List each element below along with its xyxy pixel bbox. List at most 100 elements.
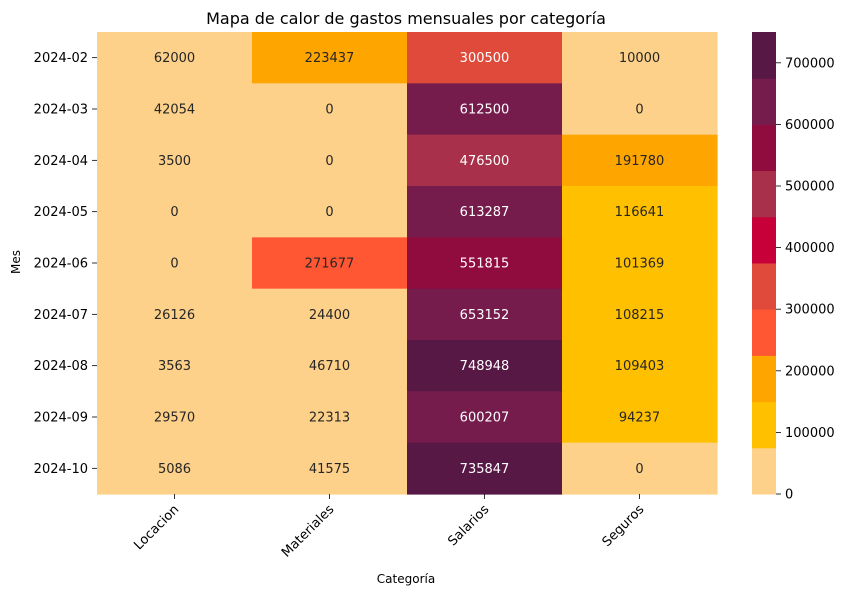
heatmap-cell — [407, 288, 563, 341]
heatmap-cell — [97, 391, 253, 444]
heatmap-cell — [97, 186, 253, 238]
cell-value-label: 613287 — [460, 205, 510, 220]
heatmap-cell — [562, 288, 718, 341]
heatmap-cell — [97, 340, 253, 392]
cell-value-label: 0 — [170, 257, 178, 272]
heatmap-cell — [97, 288, 253, 341]
colorbar-segment — [752, 263, 776, 310]
y-tick-label: 2024-10 — [34, 462, 88, 477]
colorbar-segment — [752, 216, 776, 264]
heatmap-cell — [252, 134, 408, 187]
heatmap-cell — [252, 442, 408, 495]
colorbar-segment — [752, 309, 776, 356]
x-axis-label: Categoría — [377, 572, 435, 586]
cell-value-label: 653152 — [460, 308, 510, 323]
cell-value-label: 735847 — [460, 462, 510, 477]
cell-value-label: 191780 — [615, 154, 665, 169]
colorbar-tick-label: 100000 — [785, 426, 835, 441]
cell-value-label: 476500 — [460, 154, 510, 169]
colorbar-tick-label: 300000 — [785, 303, 835, 318]
heatmap-cell — [407, 186, 563, 238]
colorbar-tick-label: 400000 — [785, 241, 835, 256]
colorbar-tick-label: 500000 — [785, 180, 835, 195]
y-tick-label: 2024-03 — [34, 103, 88, 118]
cell-value-label: 22313 — [309, 411, 350, 426]
colorbar-tick-label: 200000 — [785, 364, 835, 379]
heatmap-cell — [97, 83, 253, 136]
colorbar: 0 100000 200000 300000 400000 500000 600000 700… — [752, 32, 835, 503]
x-tick-label: Locacion — [131, 502, 182, 553]
cell-value-label: 101369 — [615, 257, 665, 272]
colorbar-segment — [752, 124, 776, 172]
y-tick-label: 2024-02 — [34, 51, 88, 66]
cell-value-label: 300500 — [460, 51, 510, 66]
heatmap-cell — [562, 442, 718, 495]
y-axis-label: Mes — [9, 250, 23, 274]
cell-value-label: 600207 — [460, 411, 510, 426]
cell-value-label: 46710 — [309, 359, 350, 374]
x-tick-label: Seguros — [600, 502, 648, 550]
y-tick-label: 2024-04 — [34, 154, 88, 169]
cell-value-label: 3500 — [158, 154, 191, 169]
cell-value-label: 0 — [635, 462, 643, 477]
cell-value-label: 42054 — [154, 103, 195, 118]
cell-value-label: 0 — [325, 154, 333, 169]
y-tick-label: 2024-05 — [34, 205, 88, 220]
cell-value-label: 26126 — [154, 308, 195, 323]
heatmap-cell — [252, 288, 408, 341]
y-axis-ticks: 2024-02 2024-03 2024-04 2024-05 2024-06 2024-… — [34, 51, 97, 477]
cell-value-label: 62000 — [154, 51, 195, 66]
heatmap-cell — [562, 83, 718, 136]
heatmap-cell — [252, 186, 408, 238]
colorbar-segment — [752, 170, 776, 218]
cell-value-label: 24400 — [309, 308, 350, 323]
cell-value-label: 10000 — [619, 51, 660, 66]
heatmap-cell — [562, 134, 718, 187]
cell-value-label: 29570 — [154, 411, 195, 426]
cell-value-label: 0 — [170, 205, 178, 220]
chart-title: Mapa de calor de gastos mensuales por ca… — [206, 9, 606, 28]
heatmap-cell — [562, 32, 718, 84]
y-tick-label: 2024-07 — [34, 308, 88, 323]
cell-value-label: 271677 — [305, 257, 355, 272]
colorbar-tick-label: 700000 — [785, 56, 835, 71]
cell-value-label: 0 — [325, 205, 333, 220]
colorbar-segment — [752, 78, 776, 125]
colorbar-segment — [752, 32, 776, 79]
cell-value-label: 551815 — [460, 257, 510, 272]
cell-value-label: 41575 — [309, 462, 350, 477]
heatmap-cell — [562, 186, 718, 238]
heatmap-cell — [407, 340, 563, 392]
heatmap-cell — [252, 83, 408, 136]
x-axis-ticks: Locacion Materiales Salarios Seguros — [131, 494, 647, 561]
cell-value-label: 0 — [635, 103, 643, 118]
colorbar-tick-label: 600000 — [785, 118, 835, 133]
y-tick-label: 2024-06 — [34, 257, 88, 272]
heatmap-cell — [562, 237, 718, 290]
cell-value-labels: 62000 223437 300500 10000 42054 0 612500 0 3500 0… — [154, 51, 665, 477]
heatmap-cells — [97, 32, 718, 495]
heatmap-cell — [407, 83, 563, 136]
x-tick-label: Salarios — [445, 502, 492, 549]
cell-value-label: 612500 — [460, 103, 510, 118]
heatmap-cell — [407, 391, 563, 444]
heatmap-cell — [97, 442, 253, 495]
cell-value-label: 3563 — [158, 359, 191, 374]
heatmap-cell — [252, 391, 408, 444]
cell-value-label: 748948 — [460, 359, 510, 374]
cell-value-label: 108215 — [615, 308, 665, 323]
heatmap-cell — [97, 134, 253, 187]
cell-value-label: 94237 — [619, 411, 660, 426]
cell-value-label: 116641 — [615, 205, 665, 220]
cell-value-label: 223437 — [305, 51, 355, 66]
heatmap-cell — [407, 134, 563, 187]
heatmap-cell — [407, 32, 563, 84]
cell-value-label: 0 — [325, 103, 333, 118]
colorbar-segment — [752, 355, 776, 403]
heatmap-cell — [97, 237, 253, 290]
y-tick-label: 2024-09 — [34, 411, 88, 426]
cell-value-label: 109403 — [615, 359, 665, 374]
heatmap-cell — [252, 237, 408, 290]
